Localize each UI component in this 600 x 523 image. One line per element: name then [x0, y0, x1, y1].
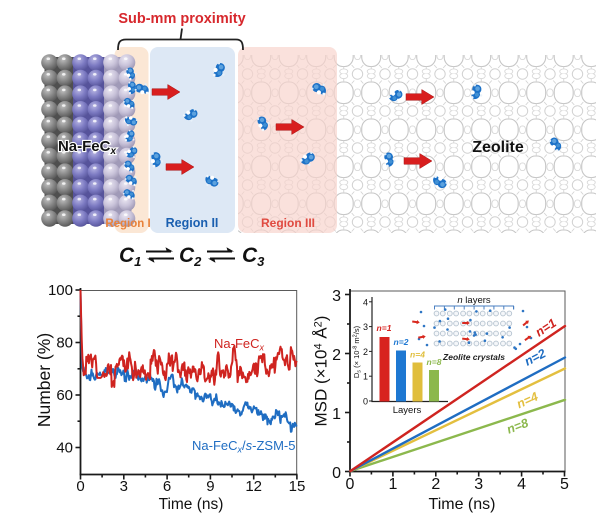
svg-text:Ds (× 10-8 m2/s): Ds (× 10-8 m2/s)	[352, 325, 363, 378]
svg-text:2: 2	[332, 347, 341, 364]
svg-text:Time (ns): Time (ns)	[429, 496, 496, 513]
svg-text:Na-FeCx: Na-FeCx	[58, 138, 117, 157]
svg-text:0: 0	[346, 476, 355, 493]
svg-text:Time (ns): Time (ns)	[159, 496, 224, 513]
svg-text:80: 80	[56, 335, 73, 352]
svg-text:4: 4	[363, 297, 368, 307]
svg-text:3: 3	[363, 322, 368, 332]
svg-text:4: 4	[517, 476, 526, 493]
svg-text:MSD (×104 Å2): MSD (×104 Å2)	[312, 316, 331, 427]
svg-text:Na-FeCx/s-ZSM-5: Na-FeCx/s-ZSM-5	[192, 438, 295, 455]
svg-text:9: 9	[206, 478, 214, 495]
svg-text:1: 1	[388, 476, 397, 493]
svg-text:Zeolite crystals: Zeolite crystals	[442, 352, 505, 362]
svg-text:0: 0	[332, 465, 341, 482]
svg-text:60: 60	[56, 387, 73, 404]
svg-text:n layers: n layers	[457, 295, 491, 306]
svg-text:12: 12	[245, 478, 262, 495]
svg-text:n=2: n=2	[394, 337, 409, 347]
svg-text:Region I: Region I	[105, 218, 150, 230]
svg-text:3: 3	[332, 288, 341, 305]
svg-text:2: 2	[363, 347, 368, 357]
svg-text:5: 5	[560, 476, 569, 493]
svg-text:6: 6	[163, 478, 171, 495]
svg-text:n=1: n=1	[377, 323, 392, 333]
svg-text:Layers: Layers	[393, 405, 422, 416]
svg-text:Zeolite: Zeolite	[472, 139, 524, 156]
svg-text:100: 100	[48, 282, 73, 299]
svg-text:Region III: Region III	[261, 216, 315, 230]
svg-text:Number (%): Number (%)	[34, 333, 54, 427]
svg-text:1: 1	[332, 406, 341, 423]
svg-text:1: 1	[363, 372, 368, 382]
svg-text:3: 3	[474, 476, 483, 493]
svg-text:0: 0	[363, 397, 368, 407]
svg-text:40: 40	[56, 440, 73, 457]
svg-text:Sub-mm proximity: Sub-mm proximity	[118, 11, 245, 27]
svg-text:n=8: n=8	[427, 357, 442, 367]
svg-text:3: 3	[120, 478, 128, 495]
svg-text:0: 0	[76, 478, 84, 495]
svg-text:Na-FeCx: Na-FeCx	[214, 336, 265, 353]
svg-text:2: 2	[431, 476, 440, 493]
svg-text:Region II: Region II	[166, 216, 219, 230]
svg-text:n=4: n=4	[410, 350, 425, 360]
svg-text:15: 15	[289, 478, 306, 495]
